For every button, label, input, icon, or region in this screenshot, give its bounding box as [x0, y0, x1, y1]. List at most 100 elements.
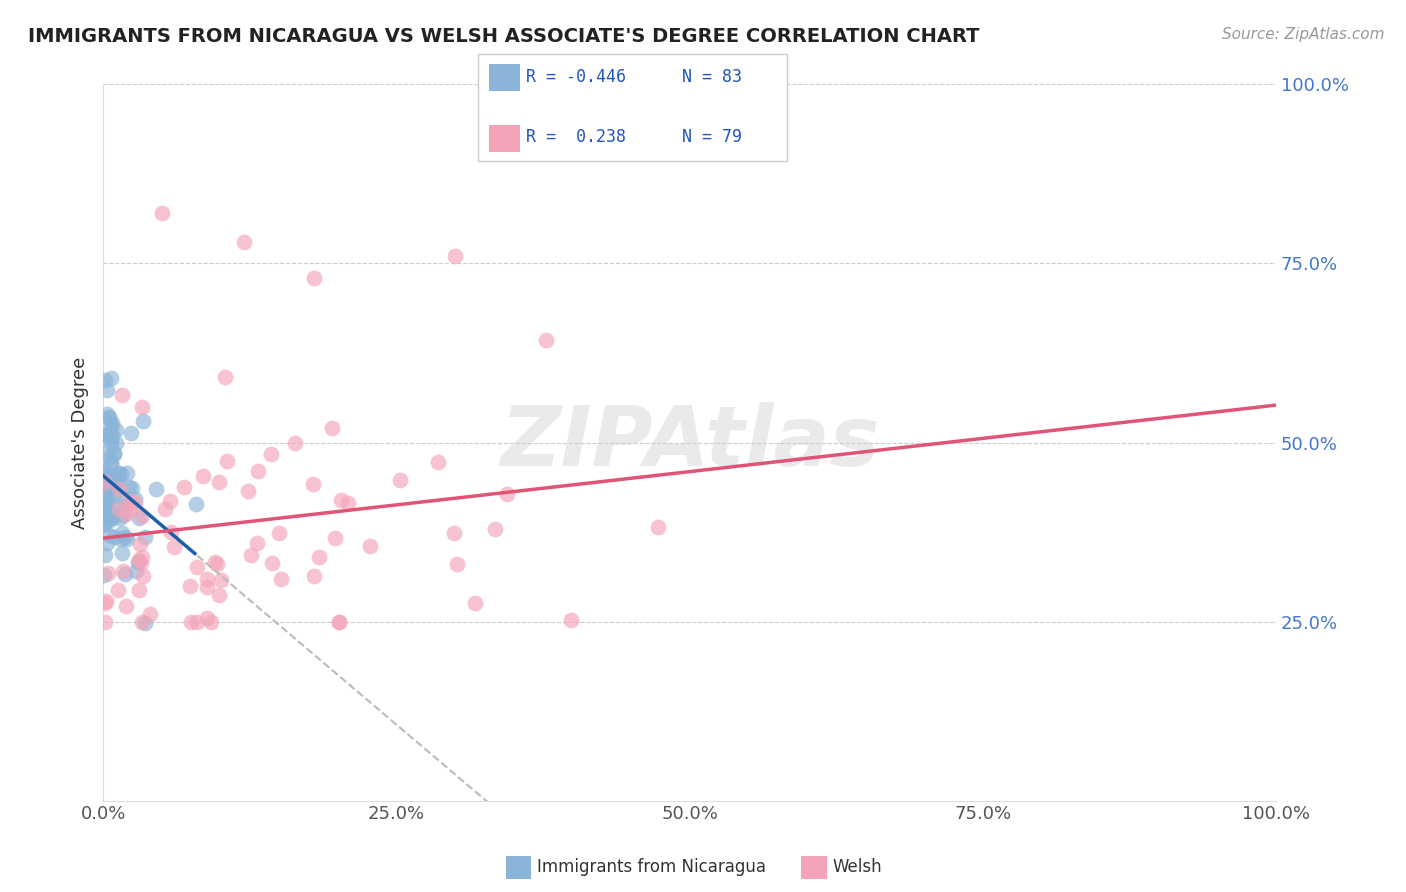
Point — [94, 491, 117, 505]
Point — [138, 607, 160, 621]
Point — [145, 482, 167, 496]
Point — [128, 582, 150, 597]
Point — [118, 503, 141, 517]
Point — [108, 466, 131, 480]
Point — [103, 446, 125, 460]
Point — [94, 466, 117, 480]
Point — [93, 508, 115, 523]
Text: N = 83: N = 83 — [682, 68, 742, 86]
Point — [98, 411, 121, 425]
Point — [98, 472, 121, 486]
Point — [94, 444, 117, 458]
Text: Immigrants from Nicaragua: Immigrants from Nicaragua — [537, 858, 766, 876]
Point — [100, 417, 122, 432]
Point — [112, 564, 135, 578]
Point — [160, 525, 183, 540]
Point — [100, 458, 122, 472]
Point — [114, 567, 136, 582]
Point — [150, 206, 173, 220]
Point — [496, 486, 519, 500]
Point — [93, 464, 115, 478]
Point — [195, 572, 218, 586]
Text: IMMIGRANTS FROM NICARAGUA VS WELSH ASSOCIATE'S DEGREE CORRELATION CHART: IMMIGRANTS FROM NICARAGUA VS WELSH ASSOC… — [28, 27, 980, 45]
Point — [186, 559, 208, 574]
Point — [100, 371, 122, 385]
Point — [97, 511, 120, 525]
Point — [97, 467, 120, 482]
Point — [111, 491, 134, 506]
Point — [284, 436, 307, 450]
Text: R = -0.446: R = -0.446 — [526, 68, 626, 86]
Point — [443, 525, 465, 540]
Point — [100, 416, 122, 430]
Point — [110, 532, 132, 546]
Point — [93, 502, 115, 516]
Point — [647, 520, 669, 534]
Point — [115, 599, 138, 614]
Point — [444, 249, 467, 263]
Point — [359, 540, 381, 554]
Point — [94, 478, 117, 492]
Point — [96, 508, 118, 523]
Point — [97, 479, 120, 493]
Point — [110, 546, 132, 560]
Point — [302, 270, 325, 285]
Point — [337, 495, 360, 509]
Point — [97, 528, 120, 542]
Point — [98, 425, 121, 439]
Point — [100, 436, 122, 450]
Point — [269, 525, 291, 540]
Text: Source: ZipAtlas.com: Source: ZipAtlas.com — [1222, 27, 1385, 42]
Point — [94, 596, 117, 610]
Point — [328, 615, 350, 629]
Point — [159, 493, 181, 508]
Point — [98, 513, 121, 527]
Point — [107, 478, 129, 492]
Point — [103, 506, 125, 520]
Point — [131, 400, 153, 414]
Point — [195, 611, 218, 625]
Point — [180, 615, 202, 629]
Point — [162, 541, 184, 555]
Point — [100, 432, 122, 446]
Point — [179, 579, 201, 593]
Point — [215, 454, 238, 468]
Point — [94, 475, 117, 489]
Point — [128, 537, 150, 551]
Point — [464, 596, 486, 610]
Y-axis label: Associate's Degree: Associate's Degree — [72, 357, 89, 529]
Point — [93, 517, 115, 532]
Text: ZIPAtlas: ZIPAtlas — [501, 402, 879, 483]
Point — [328, 615, 350, 629]
Point — [117, 480, 139, 494]
Text: Welsh: Welsh — [832, 858, 882, 876]
Point — [96, 407, 118, 421]
Point — [103, 447, 125, 461]
Point — [110, 467, 132, 481]
Point — [114, 530, 136, 544]
Point — [208, 588, 231, 602]
Point — [426, 455, 449, 469]
Point — [259, 447, 281, 461]
Point — [534, 333, 557, 347]
Point — [214, 369, 236, 384]
Point — [446, 557, 468, 571]
Point — [132, 569, 155, 583]
Point — [97, 496, 120, 510]
Point — [107, 482, 129, 496]
Point — [323, 531, 346, 545]
Point — [193, 468, 215, 483]
Point — [131, 615, 153, 629]
Point — [238, 483, 260, 498]
Point — [131, 508, 153, 523]
Point — [207, 557, 229, 571]
Point — [94, 548, 117, 562]
Point — [115, 507, 138, 521]
Point — [97, 428, 120, 442]
Point — [100, 456, 122, 470]
Point — [100, 498, 122, 512]
Point — [97, 482, 120, 496]
Point — [97, 450, 120, 464]
Point — [124, 496, 146, 510]
Point — [173, 480, 195, 494]
